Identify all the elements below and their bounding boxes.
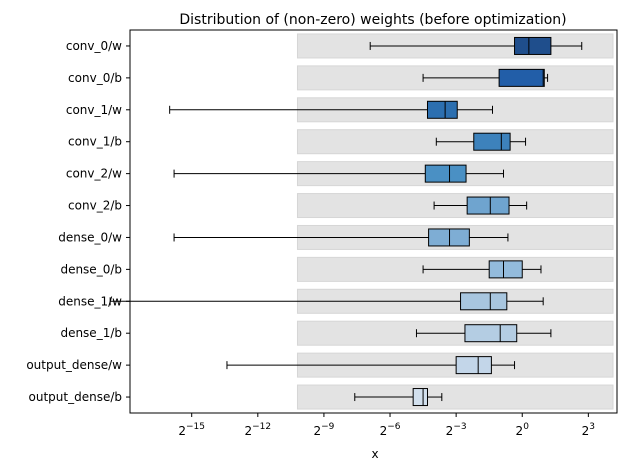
- box-iqr: [473, 132, 511, 151]
- box-iqr: [464, 324, 518, 343]
- y-tick-label: output_dense/w: [26, 358, 122, 372]
- box-iqr: [514, 36, 552, 55]
- box-iqr: [466, 196, 510, 215]
- x-tick-label: 2−12: [244, 422, 271, 438]
- box-iqr: [488, 260, 523, 279]
- background-band: [296, 256, 614, 282]
- box-iqr: [498, 68, 545, 87]
- boxplot-output-dense-w: [226, 356, 516, 375]
- y-tick-label: conv_0/w: [66, 39, 122, 53]
- y-tick-label: dense_1/w: [58, 294, 122, 308]
- background-bands: [296, 33, 614, 410]
- boxplot-conv-0-w: [369, 36, 583, 55]
- box-iqr: [455, 356, 492, 375]
- x-tick-label: 2−6: [380, 422, 401, 438]
- chart-title: Distribution of (non-zero) weights (befo…: [179, 12, 566, 28]
- y-tick-label: conv_1/b: [68, 135, 122, 149]
- boxplots: [109, 36, 583, 407]
- box-iqr: [426, 100, 458, 119]
- y-axis: conv_0/w conv_0/b conv_1/w conv_1/b conv_2/w…: [26, 39, 130, 404]
- box-iqr: [460, 292, 508, 311]
- background-band: [296, 384, 614, 410]
- boxplot-conv-1-w: [169, 100, 493, 119]
- y-tick-label: dense_1/b: [60, 326, 122, 340]
- y-tick-label: dense_0/w: [58, 230, 122, 244]
- x-tick-label: 23: [582, 422, 595, 438]
- boxplot-conv-2-b: [433, 196, 528, 215]
- x-tick-label: 20: [516, 422, 530, 438]
- y-tick-label: conv_2/b: [68, 199, 122, 213]
- plot-frame: [129, 29, 618, 414]
- boxplot-dense-1-b: [415, 324, 552, 343]
- boxplot-dense-0-w: [173, 228, 509, 247]
- x-axis-label: x: [371, 447, 378, 461]
- y-tick-label: conv_1/w: [66, 103, 122, 117]
- box-iqr: [428, 228, 470, 247]
- boxplot-conv-2-w: [173, 164, 505, 183]
- x-tick-label: 2−9: [313, 422, 334, 438]
- box-iqr: [424, 164, 467, 183]
- y-tick-label: conv_2/w: [66, 167, 122, 181]
- boxplot-output-dense-b: [354, 388, 443, 407]
- boxplot-dense-1-w: [109, 292, 544, 311]
- boxplot-dense-0-b: [422, 260, 542, 279]
- boxplot-conv-0-b: [422, 68, 549, 87]
- x-tick-label: 2−15: [178, 422, 205, 438]
- y-tick-label: dense_0/b: [60, 262, 122, 276]
- y-tick-label: conv_0/b: [68, 71, 122, 85]
- x-tick-label: 2−3: [446, 422, 467, 438]
- box-iqr: [412, 388, 428, 407]
- y-tick-label: output_dense/b: [29, 390, 122, 404]
- x-axis: 2−15 2−12 2−9 2−6 2−3 20 23: [178, 413, 595, 438]
- boxplot-conv-1-b: [435, 132, 527, 151]
